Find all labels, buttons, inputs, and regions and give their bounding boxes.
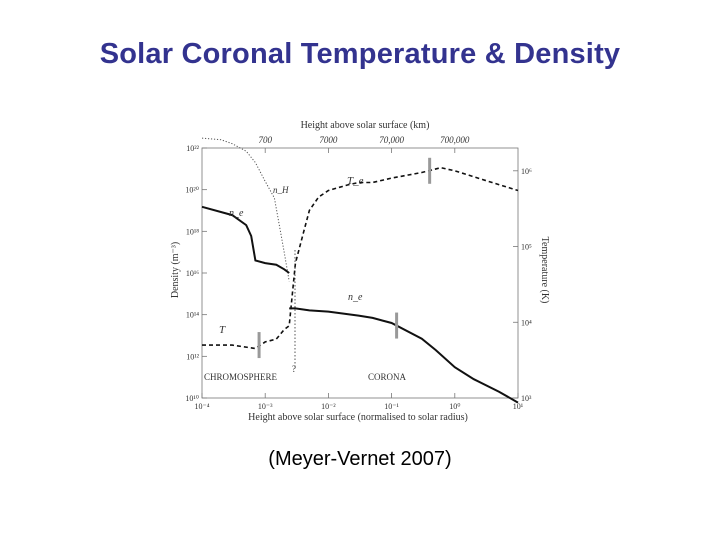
- top-tick-label: 7000: [319, 135, 338, 145]
- top-tick-label: 700,000: [440, 135, 470, 145]
- top-tick-label: 700: [258, 135, 272, 145]
- y-left-tick-label: 10¹⁴: [186, 311, 199, 320]
- chromosphere-label: CHROMOSPHERE: [204, 372, 278, 382]
- series-line-3: [202, 166, 519, 350]
- curve-label-ne-upper: n_e: [229, 208, 244, 219]
- x-tick-label: 10¹: [513, 402, 524, 411]
- curve-label-t: T: [219, 324, 226, 336]
- y-left-tick-label: 10¹⁰: [185, 394, 199, 403]
- y-right-tick-label: 10⁴: [521, 318, 532, 327]
- curve-label-nh: n_H: [273, 185, 289, 195]
- chart-figure: Height above solar surface (km) Height a…: [160, 100, 560, 430]
- series-line-1: [201, 205, 290, 274]
- y-left-tick-label: 10¹⁶: [186, 269, 199, 278]
- y-left-tick-label: 10²⁰: [185, 186, 199, 195]
- x-tick-label: 10⁻⁴: [194, 402, 209, 411]
- y-left-axis-label: Density (m⁻³): [170, 242, 181, 298]
- curve-label-te: T_e: [347, 175, 364, 187]
- x-tick-label: 10⁻³: [258, 402, 273, 411]
- y-right-axis-label: Temperature (K): [539, 237, 550, 304]
- x-axis-label: Height above solar surface (normalised t…: [248, 412, 468, 423]
- y-left-tick-label: 10¹⁸: [186, 227, 199, 236]
- y-left-tick-label: 10¹²: [186, 352, 199, 361]
- figure-caption: (Meyer-Vernet 2007): [268, 448, 452, 470]
- y-left-tick-label: 10²²: [186, 144, 199, 153]
- chart-svg: Height above solar surface (km) Height a…: [170, 120, 550, 423]
- corona-label: CORONA: [368, 372, 407, 382]
- x-tick-label: 10⁻¹: [384, 402, 399, 411]
- x-tick-label: 10⁰: [449, 402, 460, 411]
- series-line-0: [201, 137, 290, 282]
- y-right-tick-label: 10⁵: [521, 243, 532, 252]
- curve-label-ne-lower: n_e: [348, 292, 363, 303]
- series-line-2: [289, 307, 519, 404]
- y-right-tick-label: 10³: [521, 394, 532, 403]
- slide-title: Solar Coronal Temperature & Density: [99, 38, 621, 70]
- top-tick-label: 70,000: [379, 135, 404, 145]
- x-tick-label: 10⁻²: [321, 402, 336, 411]
- y-right-tick-label: 10⁶: [521, 167, 532, 176]
- top-axis-label: Height above solar surface (km): [301, 120, 430, 131]
- unknown-mark-label: ?: [292, 364, 296, 374]
